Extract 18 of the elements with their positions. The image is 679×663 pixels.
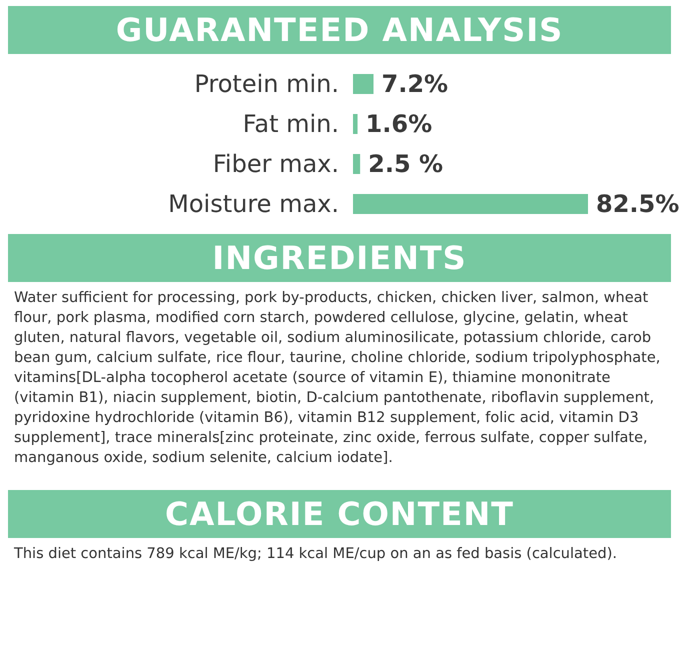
bar xyxy=(353,74,374,94)
data-label: 1.6% xyxy=(366,110,432,138)
y-tick-label: Fat min. xyxy=(242,110,339,138)
header-banner: GUARANTEED ANALYSIS xyxy=(8,6,671,54)
y-tick-label: Protein min. xyxy=(194,70,339,98)
text: Water sufficient for processing, pork by-products, chicken, chicken liver, salmon, wheat flour, pork plasma, modified corn starch, powdered cellulose, glycine, gelatin, wheat gluten, natural flavors, vegetable oil, sodium aluminosilicate, potassium chloride, carob bean gum, calcium sulfate, rice flour, taurine, choline chloride, sodium tripolyphosphate, vitamins[DL-alpha tocopherol acetate (source of vitamin E), thiamine mononitrate (vitamin B1), niacin supplement, biotin, D-calcium pantothenate, riboflavin supplement, pyridoxine hydrochloride (vitamin B6), vitamin B12 supplement, folic acid, vitamin D3 supplement], trace minerals[zinc proteinate, zinc oxide, ferrous sulfate, copper sulfate, manganous oxide, sodium selenite, calcium iodate]. xyxy=(14,290,660,466)
text: This diet contains 789 kcal ME/kg; 114 kcal ME/cup on an as fed basis (calculated). xyxy=(13,545,618,564)
data-label: 2.5 % xyxy=(368,150,444,178)
header-banner: CALORIE CONTENT xyxy=(8,490,671,538)
data-label: 7.2% xyxy=(382,70,448,98)
y-tick-label: Fiber max. xyxy=(212,150,339,178)
bar xyxy=(353,114,358,134)
header-banner: INGREDIENTS xyxy=(8,234,671,282)
y-tick-label: Moisture max. xyxy=(168,190,339,218)
chart-title: GUARANTEED ANALYSIS xyxy=(116,11,564,49)
bar xyxy=(353,194,588,214)
data-label: 82.5% xyxy=(596,190,679,218)
bar xyxy=(353,154,360,174)
